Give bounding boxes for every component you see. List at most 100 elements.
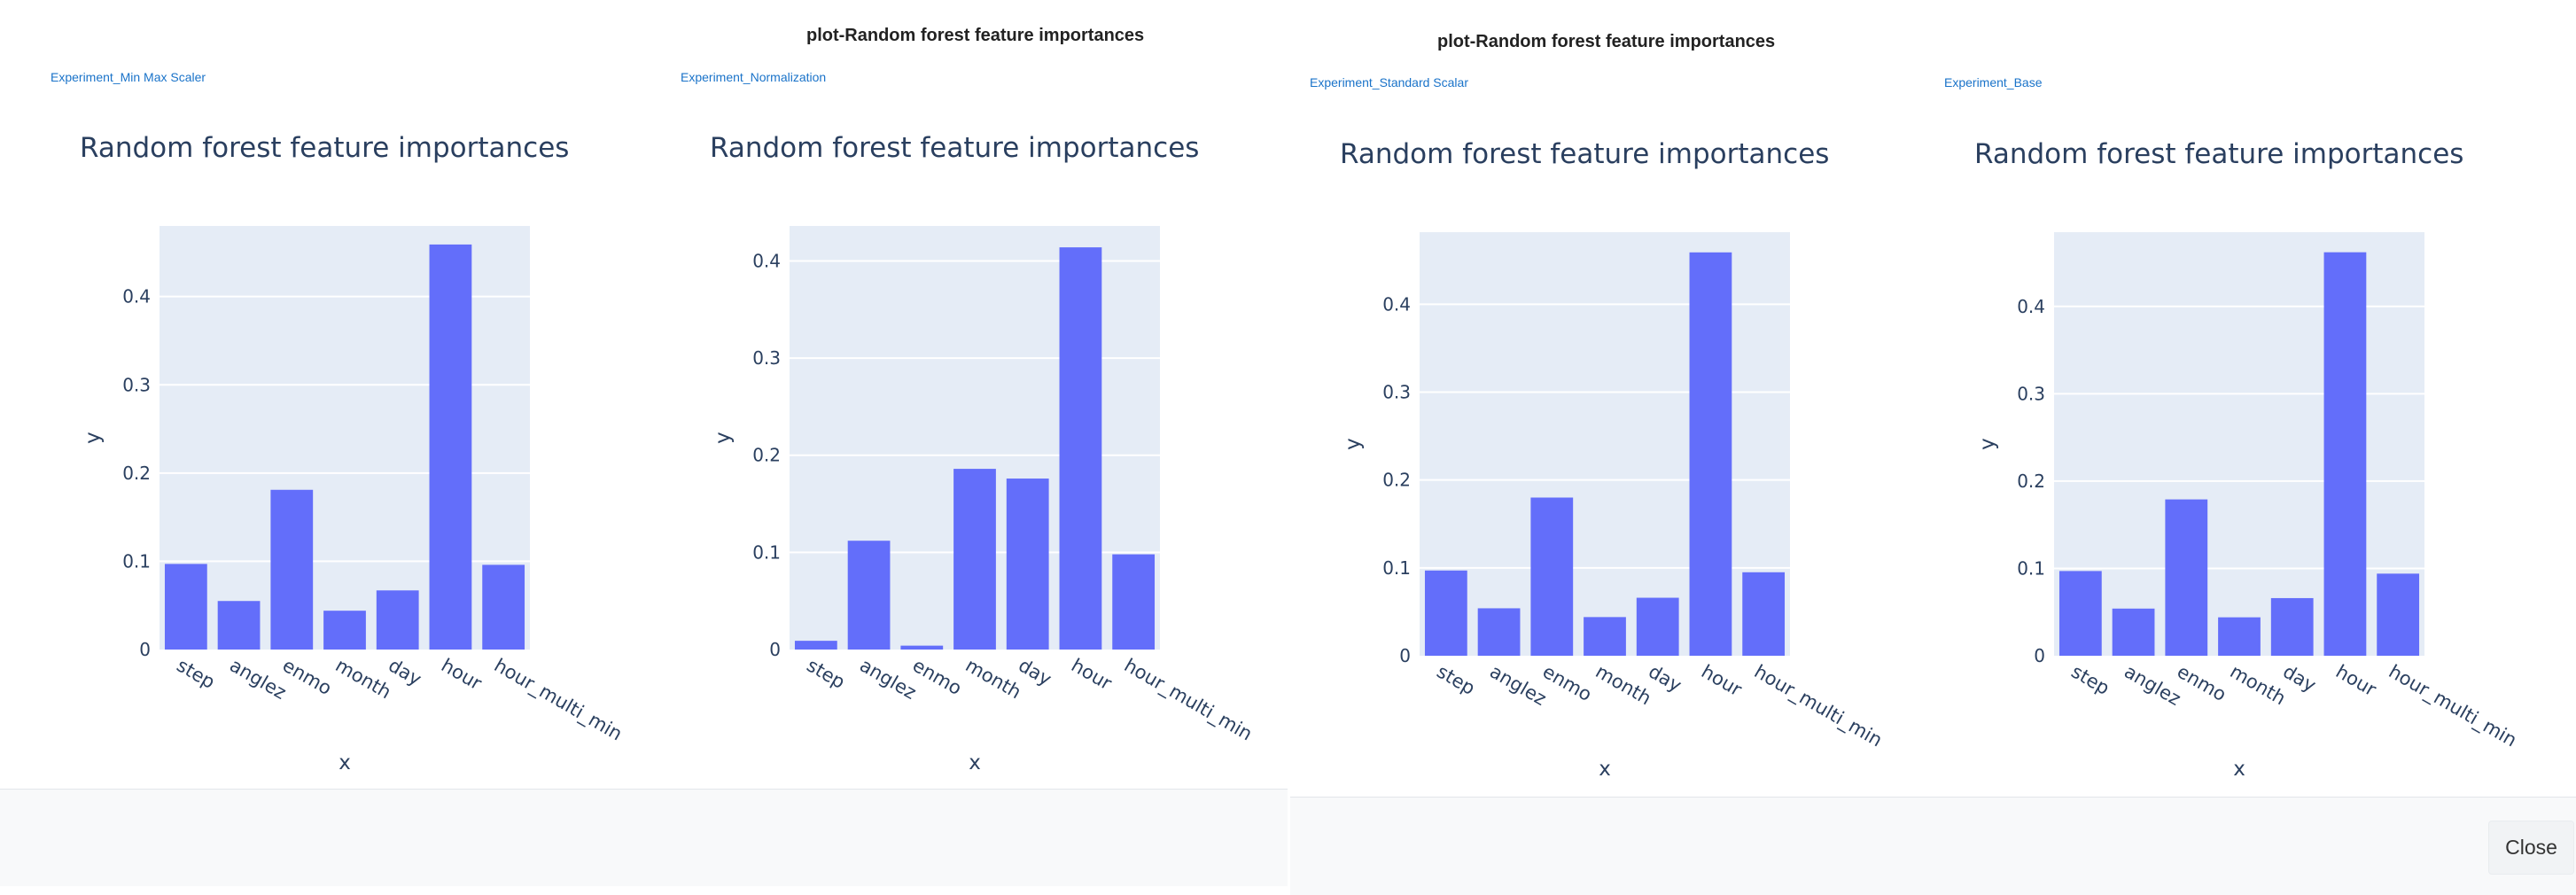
y-tick-label: 0	[2034, 645, 2045, 666]
bar	[2058, 571, 2102, 656]
chart-title: Random forest feature importances	[710, 132, 1199, 164]
y-tick-label: 0.3	[122, 374, 151, 395]
dialog-title: plot-Random forest feature importances	[806, 26, 1145, 45]
bar	[1584, 617, 1626, 656]
bar	[1112, 554, 1156, 650]
y-tick-label: 0.3	[1382, 381, 1411, 402]
y-tick-label: 0.3	[2017, 383, 2045, 404]
x-tick-label: hour_multi_min	[2385, 661, 2520, 752]
y-tick-label: 0	[1399, 645, 1411, 666]
x-tick-label: month	[2227, 661, 2290, 710]
x-axis-label: x	[969, 751, 981, 774]
bar	[2377, 573, 2420, 656]
x-tick-label: step	[2067, 661, 2113, 700]
bar	[482, 564, 525, 650]
experiment-link-min-max-scaler[interactable]: Experiment_Min Max Scaler	[51, 70, 206, 84]
x-tick-label: hour	[1068, 655, 1116, 695]
bar	[323, 611, 366, 650]
y-axis-label: y	[712, 432, 735, 444]
dialog-footer	[1290, 797, 2576, 895]
y-tick-label: 0.1	[2017, 557, 2045, 579]
bar	[2112, 608, 2155, 656]
x-tick-label: hour_multi_min	[1120, 655, 1256, 746]
y-tick-label: 0	[769, 639, 781, 660]
bar	[2323, 252, 2367, 656]
y-tick-label: 0.2	[752, 445, 781, 466]
bar	[1689, 252, 1732, 656]
x-tick-label: step	[1433, 661, 1478, 700]
bar	[429, 244, 472, 650]
y-tick-label: 0	[139, 639, 151, 660]
bar	[1530, 497, 1574, 656]
y-tick-label: 0.4	[752, 250, 781, 271]
y-tick-label: 0.2	[2017, 471, 2045, 492]
bar	[900, 645, 944, 650]
x-tick-label: hour	[438, 655, 486, 695]
x-tick-label: step	[803, 655, 848, 694]
x-tick-label: anglez	[1486, 661, 1550, 710]
x-tick-label: enmo	[1539, 661, 1596, 706]
y-tick-label: 0.2	[1382, 470, 1411, 491]
x-axis-label: x	[1599, 758, 1611, 781]
bar	[794, 641, 837, 650]
bar	[2218, 617, 2261, 656]
bar	[376, 590, 419, 650]
y-tick-label: 0.3	[752, 347, 781, 369]
y-tick-label: 0.4	[2017, 296, 2045, 317]
x-tick-label: month	[332, 655, 395, 704]
y-axis-label: y	[82, 432, 105, 444]
x-tick-label: enmo	[909, 655, 966, 700]
x-tick-label: enmo	[279, 655, 336, 700]
experiment-link-standard-scalar[interactable]: Experiment_Standard Scalar	[1310, 75, 1468, 90]
bar	[847, 541, 891, 650]
y-tick-label: 0.4	[1382, 293, 1411, 315]
y-tick-label: 0.2	[122, 463, 151, 484]
y-axis-label: y	[1976, 438, 1999, 450]
bar	[2165, 499, 2208, 656]
x-tick-label: month	[962, 655, 1025, 704]
x-tick-label: hour_multi_min	[1750, 661, 1886, 752]
y-axis-label: y	[1342, 438, 1365, 450]
chart-title: Random forest feature importances	[1340, 138, 1829, 170]
bar	[1006, 479, 1049, 650]
x-tick-label: hour	[2332, 661, 2380, 701]
bar	[1424, 570, 1467, 656]
plot-area	[160, 226, 530, 650]
bar	[2270, 597, 2314, 656]
x-tick-label: step	[173, 655, 218, 694]
bar	[953, 469, 996, 650]
y-tick-label: 0.4	[122, 286, 151, 307]
bar	[1636, 597, 1679, 656]
bar-chart: Random forest feature importances 0 0.1 0.2…	[1974, 138, 2520, 781]
x-tick-label: anglez	[226, 655, 290, 704]
dialog-footer	[0, 789, 1288, 886]
bar	[164, 564, 207, 650]
x-tick-label: hour	[1698, 661, 1746, 701]
experiment-link-base[interactable]: Experiment_Base	[1944, 75, 2043, 90]
x-tick-label: anglez	[2121, 661, 2184, 710]
bar-chart: Random forest feature importances 0 0.1 0.2…	[80, 132, 626, 774]
bar	[217, 601, 261, 650]
close-button[interactable]: Close	[2488, 821, 2574, 875]
bar	[1477, 608, 1521, 656]
chart-title: Random forest feature importances	[80, 132, 569, 164]
bar-chart: Random forest feature importances 0 0.1 0.2…	[710, 132, 1256, 774]
x-tick-label: month	[1592, 661, 1655, 710]
y-tick-label: 0.1	[122, 550, 151, 572]
bar-chart: Random forest feature importances 0 0.1 0.2…	[1340, 138, 1886, 781]
y-tick-label: 0.1	[752, 541, 781, 563]
experiment-link-normalization[interactable]: Experiment_Normalization	[681, 70, 827, 84]
x-tick-label: enmo	[2174, 661, 2230, 706]
x-tick-label: hour_multi_min	[490, 655, 626, 746]
chart-title: Random forest feature importances	[1974, 138, 2463, 170]
bar	[1059, 247, 1102, 650]
x-tick-label: anglez	[856, 655, 920, 704]
bar	[270, 489, 314, 650]
x-axis-label: x	[339, 751, 351, 774]
plot-area	[2054, 232, 2424, 656]
x-axis-label: x	[2233, 758, 2245, 781]
bar	[1742, 572, 1786, 656]
plot-area	[1420, 232, 1790, 656]
y-tick-label: 0.1	[1382, 557, 1411, 579]
dialog-title: plot-Random forest feature importances	[1437, 32, 1776, 51]
